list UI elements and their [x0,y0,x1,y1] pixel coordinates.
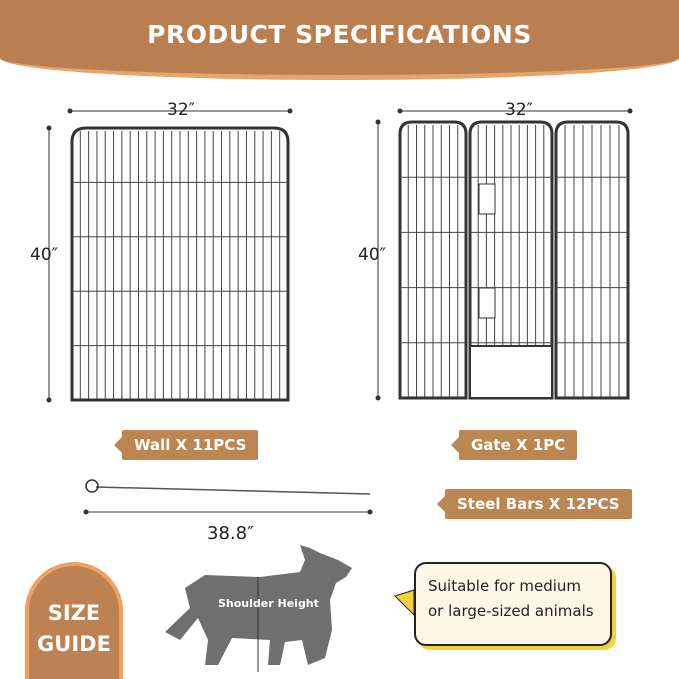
wall-quantity-tag: Wall X 11PCS [113,430,259,460]
wall-height-line-end [46,397,52,403]
gate-height: 40″ [358,245,386,265]
bar-length-line-end [367,509,373,515]
bars-quantity-tag: Steel Bars X 12PCS [437,489,632,519]
size-guide-line2: GUIDE [37,632,111,656]
gate-quantity-tag: Gate X 1PC [450,430,578,460]
gate-left-panel-frame [398,120,468,400]
suitability-bubble: Suitable for medium or large-sized anima… [414,562,612,646]
gate-door-panel-frame [468,120,554,400]
gate-bottom-section [469,345,553,399]
bubble-line1: Suitable for medium [428,577,581,595]
page-title: PRODUCT SPECIFICATIONS [147,20,532,49]
wall-panel-frame [70,126,290,402]
size-guide-line1: SIZE [47,601,101,625]
bar-length-line-end [83,509,89,515]
bubble-tail [394,589,415,617]
gate-width-line-end [627,108,633,114]
bar-length: 38.8″ [207,523,254,544]
gate-width-line-end [397,108,403,114]
gate-latch-top [478,183,496,215]
shoulder-height-label: Shoulder Height [218,597,319,610]
wall-width-line-end [287,108,293,114]
wall-height: 40″ [30,245,58,265]
gate-height-line-end [375,395,381,401]
steel-bar-hook [85,479,99,493]
wall-width: 32″ [167,100,195,120]
gate-width: 32″ [505,100,533,120]
gate-latch-bottom [478,287,496,319]
bubble-line2: or large-sized animals [428,602,594,620]
gate-height-line-end [375,119,381,125]
wall-width-line-end [67,108,73,114]
header-banner [0,0,679,80]
size-guide-badge: SIZE GUIDE [25,562,123,679]
steel-bar [95,486,371,495]
gate-right-panel-frame [554,120,630,400]
wall-height-line-end [46,125,52,131]
